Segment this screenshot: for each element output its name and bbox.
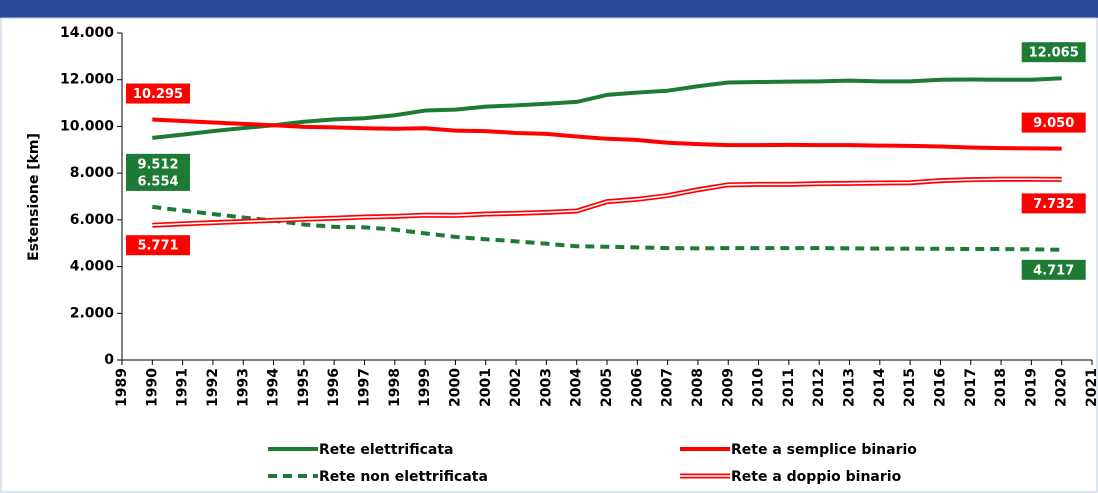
value-label-box [126,153,190,174]
x-tick-label: 2012 [811,368,827,407]
x-tick-label: 1994 [266,368,282,407]
x-tick-label: 2021 [1084,368,1098,407]
x-tick-label: 2015 [902,368,918,407]
x-tick-label: 2006 [629,368,645,407]
x-tick-label: 2002 [508,368,524,407]
x-tick-label: 2011 [781,368,797,407]
x-tick-label: 2019 [1023,368,1039,407]
y-tick-label: 14.000 [60,25,114,41]
x-tick-label: 1996 [326,368,342,407]
legend-label: Rete a semplice binario [731,442,917,458]
series-line [152,117,1062,151]
x-tick-label: 2014 [872,368,888,407]
x-tick-label: 1998 [387,368,403,407]
value-label-box [126,235,190,256]
x-tick-label: 2000 [447,368,463,407]
value-label: 12.065 [1029,46,1079,61]
x-tick-label: 1991 [175,368,191,407]
x-tick-label: 2020 [1054,368,1070,407]
y-axis-label: Estensione [km] [26,133,42,261]
x-tick-label: 2003 [538,368,554,407]
header-bar [0,0,1098,18]
value-label-box [126,83,190,104]
value-label: 6.554 [137,174,178,189]
legend-label: Rete elettrificata [319,442,453,458]
x-tick-label: 2013 [842,368,858,407]
line-inner [152,178,1062,227]
x-tick-label: 1997 [357,368,373,407]
series-line [152,204,1062,252]
value-label: 5.771 [137,239,178,254]
value-label: 4.717 [1033,263,1074,278]
series-line [152,76,1062,140]
x-tick-label: 1992 [205,368,221,407]
value-label: 7.732 [1033,197,1074,212]
x-tick-label: 1999 [417,368,433,407]
value-label-box [1021,42,1086,63]
x-tick-label: 2009 [720,368,736,407]
x-tick-label: 2016 [932,368,948,407]
value-label-box [1021,193,1086,214]
y-tick-label: 10.000 [60,118,114,134]
y-tick-label: 8.000 [70,165,115,181]
legend-label: Rete non elettrificata [319,469,488,485]
y-tick-label: 12.000 [60,72,114,88]
x-tick-label: 1989 [114,368,130,407]
value-label-box [1021,112,1086,133]
x-tick-label: 2018 [993,368,1009,407]
y-tick-label: 4.000 [70,259,115,275]
legend-label: Rete a doppio binario [731,469,902,485]
x-tick-label: 1993 [235,368,251,407]
value-label: 10.295 [133,87,183,102]
x-tick-label: 2001 [478,368,494,407]
y-tick-label: 6.000 [70,212,115,228]
y-tick-label: 2.000 [70,305,115,321]
value-label-box [1021,259,1086,280]
x-tick-label: 1995 [296,368,312,407]
value-label-box [126,170,190,191]
x-tick-label: 2005 [599,368,615,407]
x-tick-label: 2007 [660,368,676,407]
value-label: 9.512 [137,157,178,172]
value-label: 9.050 [1033,116,1074,131]
x-tick-label: 2010 [751,368,767,407]
x-tick-label: 2008 [690,368,706,407]
x-tick-label: 1990 [144,368,160,407]
y-tick-label: 0 [104,352,114,368]
x-tick-label: 2017 [963,368,979,407]
x-tick-label: 2004 [569,368,585,407]
